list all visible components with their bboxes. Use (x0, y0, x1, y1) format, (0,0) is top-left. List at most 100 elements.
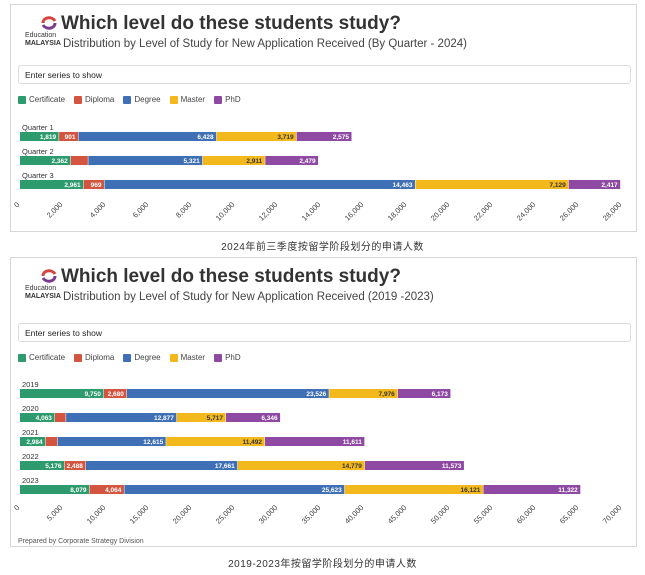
legend-item-phd[interactable]: PhD (214, 353, 241, 362)
legend-label: Certificate (29, 95, 66, 104)
logo-swirl-icon (41, 16, 57, 30)
bar-segment-master[interactable] (344, 485, 483, 494)
bar-segment-master[interactable] (176, 413, 226, 422)
category-label: 2022 (22, 452, 39, 461)
legend-item-diploma[interactable]: Diploma (74, 353, 114, 362)
bar-segment-diploma[interactable] (54, 413, 66, 422)
legend-swatch (214, 95, 223, 104)
bar-segment-diploma[interactable] (83, 180, 104, 189)
x-tick-label: 30,000 (257, 503, 280, 526)
legend-label: Certificate (29, 353, 66, 362)
data-label: 2,961 (64, 182, 81, 189)
legend-item-phd[interactable]: PhD (214, 95, 241, 104)
series-search-input[interactable]: Enter series to show (18, 323, 631, 342)
legend-item-degree[interactable]: Degree (123, 95, 161, 104)
data-label: 2,680 (108, 391, 125, 398)
data-label: 17,661 (215, 463, 235, 470)
x-tick-label: 28,000 (601, 200, 624, 223)
chart-panel-quarterly: Education MALAYSIA Which level do these … (10, 4, 637, 232)
bar-segment-certificate[interactable] (20, 413, 55, 422)
x-tick-label: 65,000 (558, 503, 581, 526)
legend-item-master[interactable]: Master (169, 95, 205, 104)
bar-segment-degree[interactable] (57, 437, 166, 446)
bar-segment-phd[interactable] (483, 485, 581, 494)
data-label: 11,611 (343, 439, 363, 446)
legend-item-certificate[interactable]: Certificate (18, 353, 65, 362)
x-tick-label: 15,000 (128, 503, 151, 526)
chart-panel-yearly: Education MALAYSIA Which level do these … (10, 257, 637, 547)
x-tick-label: 20,000 (171, 503, 194, 526)
bar-segment-phd[interactable] (364, 461, 464, 470)
data-label: 6,428 (197, 134, 214, 141)
bar-segment-phd[interactable] (265, 156, 319, 165)
x-tick-label: 0 (12, 503, 21, 512)
bar-segment-phd[interactable] (296, 132, 352, 141)
logo-text-education: Education (25, 285, 57, 292)
bar-segment-certificate[interactable] (20, 132, 59, 141)
bar-segment-phd[interactable] (397, 389, 451, 398)
bar-segment-diploma[interactable] (103, 389, 127, 398)
legend-item-certificate[interactable]: Certificate (18, 95, 65, 104)
legend-swatch (123, 353, 132, 362)
legend-label: PhD (225, 95, 241, 104)
x-tick-label: 10,000 (85, 503, 108, 526)
data-label: 969 (91, 182, 102, 189)
x-tick-label: 22,000 (472, 200, 495, 223)
bar-segment-degree[interactable] (124, 485, 345, 494)
bar-segment-diploma[interactable] (59, 132, 78, 141)
category-label: Quarter 3 (22, 171, 54, 180)
bar-segment-phd[interactable] (226, 413, 281, 422)
data-label: 3,719 (277, 134, 294, 141)
bar-segment-degree[interactable] (78, 132, 217, 141)
data-label: 2,479 (299, 158, 316, 165)
logo-swirl-icon (41, 269, 57, 283)
x-tick-label: 0 (12, 200, 21, 209)
bar-segment-phd[interactable] (265, 437, 365, 446)
legend-item-master[interactable]: Master (169, 353, 205, 362)
bar-segment-certificate[interactable] (20, 389, 104, 398)
stacked-bar-chart-yearly: 2019 9,750 2,680 23,526 7,976 6,173 2020 4,063 1… (12, 380, 623, 526)
bar-segment-certificate[interactable] (20, 437, 46, 446)
data-label: 14,779 (342, 463, 362, 470)
data-label: 9,750 (85, 391, 102, 398)
bar-segment-master[interactable] (237, 461, 365, 470)
x-tick-label: 5,000 (45, 503, 65, 523)
legend-item-diploma[interactable]: Diploma (74, 95, 114, 104)
data-label: 6,346 (261, 415, 278, 422)
legend-label: Diploma (85, 353, 115, 362)
bar-segment-diploma[interactable] (64, 461, 86, 470)
logo-text-malaysia: MALAYSIA (25, 40, 61, 47)
bar-segment-certificate[interactable] (20, 156, 71, 165)
data-label: 2,362 (52, 158, 69, 165)
bar-segment-degree[interactable] (126, 389, 329, 398)
bar-segment-phd[interactable] (568, 180, 621, 189)
bar-segment-master[interactable] (415, 180, 569, 189)
bar-segment-diploma[interactable] (70, 156, 88, 165)
bar-segment-degree[interactable] (66, 413, 177, 422)
logo-text-education: Education (25, 32, 57, 39)
bar-segment-diploma[interactable] (89, 485, 124, 494)
legend-item-degree[interactable]: Degree (123, 353, 161, 362)
bar-segment-master[interactable] (329, 389, 398, 398)
series-search-input[interactable]: Enter series to show (18, 65, 631, 84)
bar-segment-certificate[interactable] (20, 180, 84, 189)
bar-segment-certificate[interactable] (20, 461, 65, 470)
data-label: 2,984 (26, 439, 43, 446)
data-label: 25,623 (322, 487, 342, 494)
legend-label: Degree (134, 95, 161, 104)
bar-segment-master[interactable] (166, 437, 265, 446)
bar-segment-diploma[interactable] (45, 437, 58, 446)
bar-segment-degree[interactable] (85, 461, 238, 470)
bar-segment-certificate[interactable] (20, 485, 89, 494)
bar-segment-degree[interactable] (88, 156, 203, 165)
bar-segment-master[interactable] (202, 156, 265, 165)
x-tick-label: 20,000 (429, 200, 452, 223)
bar-segment-master[interactable] (216, 132, 297, 141)
data-label: 901 (65, 134, 76, 141)
legend-label: Degree (134, 353, 161, 362)
bar-segment-degree[interactable] (104, 180, 415, 189)
data-label: 2,911 (246, 158, 262, 165)
x-tick-label: 16,000 (343, 200, 366, 223)
data-label: 8,079 (70, 487, 87, 494)
chart-legend: Certificate Diploma Degree Master PhD (18, 353, 241, 362)
